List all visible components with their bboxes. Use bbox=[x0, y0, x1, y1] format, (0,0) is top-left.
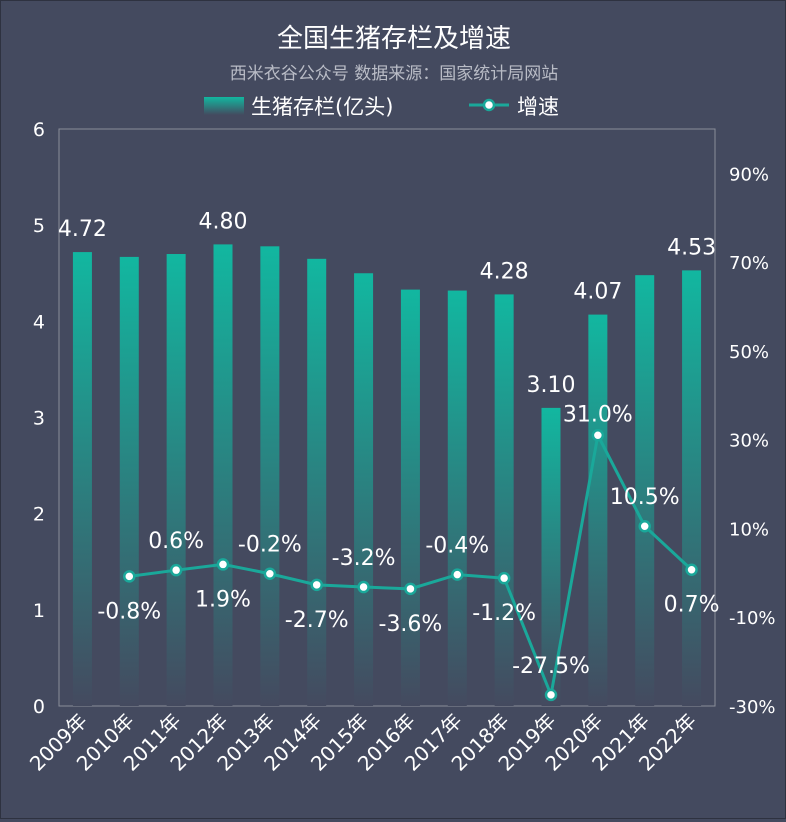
bar-data-label: 4.28 bbox=[480, 259, 529, 284]
legend-bar-swatch bbox=[204, 97, 244, 115]
left-tick-label: 4 bbox=[33, 311, 45, 333]
right-tick-label: -30% bbox=[729, 697, 776, 718]
bar-series: 4.72 4.80 4.28 3.10 4.07 4.53 bbox=[58, 209, 716, 707]
left-axis: 0 1 2 3 4 5 6 bbox=[33, 119, 45, 718]
growth-data-label: -27.5% bbox=[512, 654, 590, 679]
bar-data-label: 3.10 bbox=[527, 373, 576, 398]
right-tick-label: 30% bbox=[729, 431, 769, 452]
left-tick-label: 6 bbox=[33, 119, 45, 141]
bar-data-label: 4.53 bbox=[667, 235, 716, 260]
growth-data-label: -0.4% bbox=[425, 534, 489, 559]
bar bbox=[541, 407, 561, 706]
legend-line-marker bbox=[482, 98, 496, 112]
bar bbox=[588, 314, 608, 706]
growth-point bbox=[497, 571, 511, 585]
chart-title: 全国生猪存栏及增速 bbox=[277, 24, 511, 54]
bar bbox=[682, 270, 702, 706]
growth-data-label: -3.2% bbox=[332, 546, 396, 571]
growth-data-label: -2.7% bbox=[285, 608, 349, 633]
growth-point bbox=[591, 429, 605, 442]
growth-point bbox=[169, 563, 183, 577]
bar bbox=[166, 254, 186, 706]
growth-data-label: 0.7% bbox=[664, 593, 720, 618]
growth-point bbox=[451, 568, 464, 581]
right-tick-label: 90% bbox=[729, 164, 769, 185]
legend: 生猪存栏(亿头) 增速 bbox=[204, 95, 559, 119]
growth-point bbox=[310, 578, 323, 592]
bar-data-label: 4.72 bbox=[58, 217, 107, 242]
growth-point bbox=[216, 558, 230, 571]
growth-data-label: 0.6% bbox=[148, 529, 204, 554]
bar bbox=[213, 244, 233, 706]
left-tick-label: 2 bbox=[33, 504, 45, 526]
right-tick-label: -10% bbox=[729, 608, 776, 629]
growth-data-label: -3.6% bbox=[379, 612, 443, 637]
growth-point bbox=[638, 519, 651, 533]
left-tick-label: 5 bbox=[33, 215, 45, 237]
legend-bar-label: 生猪存栏(亿头) bbox=[251, 95, 393, 119]
bar bbox=[447, 290, 467, 706]
growth-data-label: 10.5% bbox=[610, 485, 680, 510]
bar bbox=[119, 256, 139, 706]
right-tick-label: 70% bbox=[729, 253, 769, 274]
bar bbox=[354, 273, 374, 706]
legend-line-label: 增速 bbox=[517, 95, 559, 119]
growth-point bbox=[544, 688, 558, 702]
bar bbox=[307, 258, 327, 706]
bar bbox=[494, 294, 514, 706]
bar bbox=[260, 246, 280, 706]
bar bbox=[400, 289, 420, 706]
line-series: -0.8% 0.6% 1.9% -0.2% -2.7% -3.2% -3.6% -0.4% -1… bbox=[97, 402, 720, 702]
left-tick-label: 0 bbox=[33, 696, 45, 718]
growth-point bbox=[404, 582, 417, 596]
bar bbox=[635, 275, 655, 706]
right-tick-label: 50% bbox=[729, 342, 769, 363]
growth-data-label: -0.2% bbox=[238, 533, 302, 558]
growth-point bbox=[685, 563, 698, 576]
growth-data-label: -1.2% bbox=[472, 601, 536, 626]
growth-point bbox=[123, 570, 136, 583]
plot-frame bbox=[58, 128, 716, 707]
right-axis: -30% -10% 10% 30% 50% 70% 90% bbox=[729, 164, 776, 718]
growth-point bbox=[357, 580, 370, 594]
left-tick-label: 1 bbox=[33, 600, 45, 622]
right-tick-label: 10% bbox=[729, 519, 769, 540]
bar-data-label: 4.07 bbox=[573, 280, 622, 305]
chart-subtitle: 西米衣谷公众号 数据来源：国家统计局网站 bbox=[230, 64, 558, 84]
growth-data-label: 31.0% bbox=[563, 402, 633, 427]
bar bbox=[72, 252, 92, 707]
bar-data-label: 4.80 bbox=[199, 209, 248, 234]
growth-data-label: 1.9% bbox=[195, 587, 251, 612]
x-axis: 2009年2010年2011年2012年2013年2014年2015年2016年… bbox=[25, 709, 701, 776]
left-tick-label: 3 bbox=[33, 408, 45, 430]
growth-point bbox=[263, 567, 277, 580]
growth-data-label: -0.8% bbox=[97, 599, 161, 624]
